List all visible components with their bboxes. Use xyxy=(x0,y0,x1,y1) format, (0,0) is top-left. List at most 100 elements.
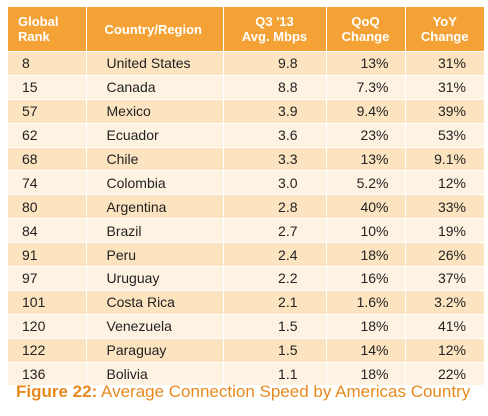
column-header-qoq: QoQ Change xyxy=(326,7,406,52)
cell-speed: 2.1 xyxy=(223,289,327,315)
cell-rank: 57 xyxy=(8,98,87,124)
cell-rank: 15 xyxy=(8,74,87,100)
cell-speed: 3.9 xyxy=(223,98,327,124)
cell-yoy: 41% xyxy=(405,313,484,339)
cell-yoy: 26% xyxy=(405,242,484,267)
cell-speed: 2.7 xyxy=(223,218,327,243)
cell-country: Argentina xyxy=(86,194,224,219)
cell-qoq: 18% xyxy=(326,242,406,267)
table-row: 62 Ecuador 3.6 23% 53% xyxy=(8,122,484,148)
cell-country: Brazil xyxy=(86,218,224,243)
table-row: 74 Colombia 3.0 5.2% 12% xyxy=(8,170,484,195)
table-row: 15 Canada 8.8 7.3% 31% xyxy=(8,74,484,100)
column-header-speed: Q3 '13 Avg. Mbps xyxy=(223,7,327,52)
table-row: 101 Costa Rica 2.1 1.6% 3.2% xyxy=(8,289,484,315)
cell-country: Costa Rica xyxy=(86,289,224,315)
data-table-wrapper: Global Rank Country/Region Q3 '13 Avg. Mbps Q… xyxy=(8,7,484,386)
column-header-country: Country/Region xyxy=(86,7,224,52)
cell-yoy: 31% xyxy=(405,74,484,100)
cell-speed: 3.3 xyxy=(223,146,327,171)
cell-qoq: 1.6% xyxy=(326,289,406,315)
cell-qoq: 13% xyxy=(326,146,406,171)
table-row: 57 Mexico 3.9 9.4% 39% xyxy=(8,98,484,124)
cell-speed: 2.2 xyxy=(223,266,327,291)
cell-country: Colombia xyxy=(86,170,224,195)
cell-speed: 3.6 xyxy=(223,122,327,148)
cell-country: Venezuela xyxy=(86,313,224,339)
column-header-rank-line: Global xyxy=(18,14,59,29)
cell-qoq: 18% xyxy=(326,361,406,386)
cell-yoy: 12% xyxy=(405,337,484,363)
table-row: 84 Brazil 2.7 10% 19% xyxy=(8,218,484,243)
cell-speed: 1.5 xyxy=(223,313,327,339)
column-header-yoy-line: Change xyxy=(420,29,469,44)
cell-speed: 8.8 xyxy=(223,74,327,100)
cell-yoy: 22% xyxy=(405,361,484,386)
cell-country: United States xyxy=(86,51,224,76)
cell-qoq: 14% xyxy=(326,337,406,363)
table-row: 80 Argentina 2.8 40% 33% xyxy=(8,194,484,219)
column-header-speed-line: Q3 '13 xyxy=(255,14,294,29)
column-header-country-line: Country/Region xyxy=(104,21,203,37)
column-header-yoy: YoY Change xyxy=(405,7,484,52)
figure-caption: Figure 22: Average Connection Speed by A… xyxy=(16,382,470,402)
cell-yoy: 31% xyxy=(405,51,484,76)
cell-rank: 80 xyxy=(8,194,87,219)
cell-speed: 2.4 xyxy=(223,242,327,267)
cell-yoy: 3.2% xyxy=(405,289,484,315)
cell-qoq: 10% xyxy=(326,218,406,243)
table-row: 68 Chile 3.3 13% 9.1% xyxy=(8,146,484,171)
cell-country: Mexico xyxy=(86,98,224,124)
cell-yoy: 53% xyxy=(405,122,484,148)
cell-country: Bolivia xyxy=(86,361,224,386)
cell-yoy: 12% xyxy=(405,170,484,195)
connection-speed-table: Global Rank Country/Region Q3 '13 Avg. Mbps Q… xyxy=(8,7,484,386)
table-row: 122 Paraguay 1.5 14% 12% xyxy=(8,337,484,363)
table-header-row: Global Rank Country/Region Q3 '13 Avg. Mbps Q… xyxy=(8,7,484,52)
cell-qoq: 5.2% xyxy=(326,170,406,195)
figure-caption-text: Average Connection Speed by Americas Cou… xyxy=(101,382,471,401)
table-row: 120 Venezuela 1.5 18% 41% xyxy=(8,313,484,339)
cell-rank: 62 xyxy=(8,122,87,148)
column-header-rank: Global Rank xyxy=(8,7,87,52)
cell-qoq: 9.4% xyxy=(326,98,406,124)
cell-rank: 97 xyxy=(8,266,87,291)
cell-yoy: 37% xyxy=(405,266,484,291)
table-row: 91 Peru 2.4 18% 26% xyxy=(8,242,484,267)
cell-country: Canada xyxy=(86,74,224,100)
cell-country: Paraguay xyxy=(86,337,224,363)
cell-rank: 120 xyxy=(8,313,87,339)
table-row: 8 United States 9.8 13% 31% xyxy=(8,51,484,76)
cell-yoy: 33% xyxy=(405,194,484,219)
cell-speed: 9.8 xyxy=(223,51,327,76)
cell-country: Uruguay xyxy=(86,266,224,291)
cell-speed: 2.8 xyxy=(223,194,327,219)
cell-qoq: 18% xyxy=(326,313,406,339)
cell-rank: 74 xyxy=(8,170,87,195)
cell-qoq: 40% xyxy=(326,194,406,219)
cell-speed: 1.5 xyxy=(223,337,327,363)
cell-qoq: 7.3% xyxy=(326,74,406,100)
column-header-speed-line: Avg. Mbps xyxy=(241,29,308,44)
cell-rank: 136 xyxy=(8,361,87,386)
table-body: 8 United States 9.8 13% 31% 15 Canada 8.8 7.3% 31… xyxy=(8,51,484,386)
cell-rank: 122 xyxy=(8,337,87,363)
cell-country: Chile xyxy=(86,146,224,171)
cell-rank: 101 xyxy=(8,289,87,315)
cell-qoq: 13% xyxy=(326,51,406,76)
cell-yoy: 39% xyxy=(405,98,484,124)
column-header-qoq-line: QoQ xyxy=(351,14,380,29)
cell-qoq: 16% xyxy=(326,266,406,291)
cell-speed: 1.1 xyxy=(223,361,327,386)
cell-rank: 91 xyxy=(8,242,87,267)
column-header-rank-line: Rank xyxy=(18,29,50,44)
column-header-yoy-line: YoY xyxy=(432,14,457,29)
figure-caption-label: Figure 22: xyxy=(16,382,98,401)
cell-qoq: 23% xyxy=(326,122,406,148)
cell-rank: 84 xyxy=(8,218,87,243)
cell-yoy: 9.1% xyxy=(405,146,484,171)
cell-yoy: 19% xyxy=(405,218,484,243)
cell-country: Peru xyxy=(86,242,224,267)
cell-country: Ecuador xyxy=(86,122,224,148)
column-header-qoq-line: Change xyxy=(341,29,390,44)
